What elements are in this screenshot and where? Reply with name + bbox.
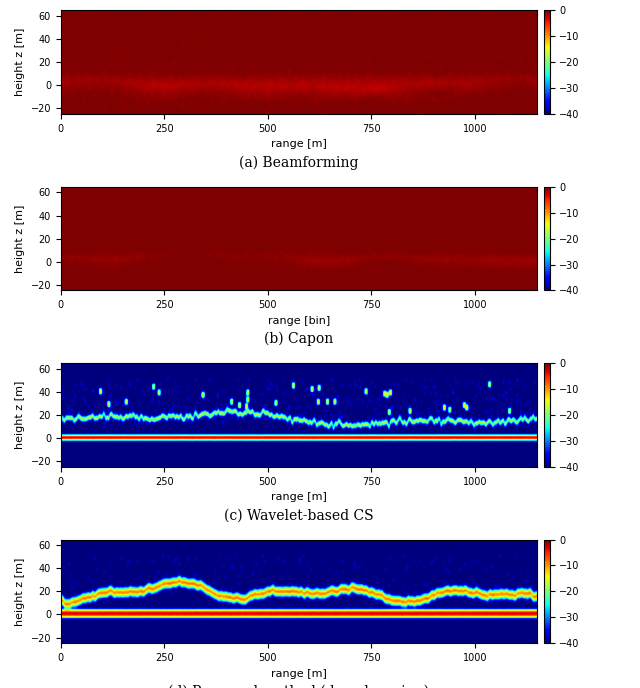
Text: (b) Capon: (b) Capon — [264, 332, 333, 346]
Y-axis label: height z [m]: height z [m] — [15, 204, 25, 272]
Text: (c) Wavelet-based CS: (c) Wavelet-based CS — [224, 508, 374, 522]
Text: (a) Beamforming: (a) Beamforming — [239, 155, 358, 170]
X-axis label: range [bin]: range [bin] — [268, 316, 330, 325]
Y-axis label: height z [m]: height z [m] — [15, 28, 25, 96]
Text: (d) Proposed method (deep learning): (d) Proposed method (deep learning) — [168, 685, 429, 688]
X-axis label: range [m]: range [m] — [271, 669, 327, 678]
Y-axis label: height z [m]: height z [m] — [15, 557, 25, 625]
X-axis label: range [m]: range [m] — [271, 492, 327, 502]
Y-axis label: height z [m]: height z [m] — [15, 381, 25, 449]
X-axis label: range [m]: range [m] — [271, 140, 327, 149]
